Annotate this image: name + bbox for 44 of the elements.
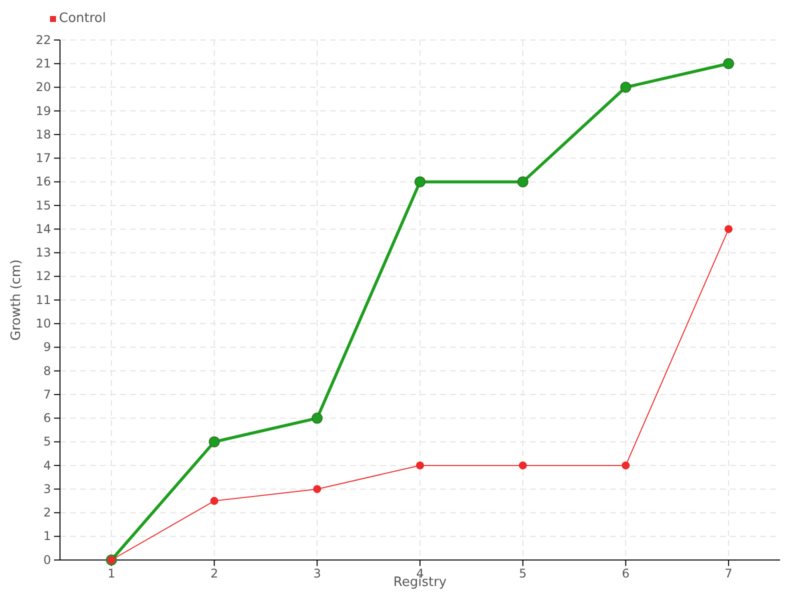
point xyxy=(313,485,322,494)
point xyxy=(210,496,218,505)
y-tick-label: 2 xyxy=(43,506,51,520)
point xyxy=(518,461,527,470)
y-tick-label: 4 xyxy=(43,458,51,472)
point xyxy=(517,176,528,188)
y-tick-label: 10 xyxy=(36,316,51,330)
y-tick-label: 7 xyxy=(43,387,51,402)
y-tick-label: 14 xyxy=(36,222,51,236)
y-tick-label: 16 xyxy=(36,174,51,189)
x-tick-label: 6 xyxy=(622,566,630,581)
y-tick-label: 0 xyxy=(43,552,51,567)
y-tick-label: 3 xyxy=(43,482,51,496)
y-tick-label: 8 xyxy=(43,364,51,378)
y-axis-title: Growth (cm) xyxy=(9,259,24,341)
x-axis-title: Registry xyxy=(393,575,447,590)
point xyxy=(208,436,220,448)
legend-label: Control xyxy=(59,11,106,26)
y-tick-label: 19 xyxy=(36,104,51,118)
point xyxy=(724,225,733,234)
point xyxy=(414,176,426,188)
x-tick-label: 2 xyxy=(210,566,218,581)
y-tick-label: 13 xyxy=(36,246,51,260)
x-tick-label: 5 xyxy=(519,566,527,581)
y-tick-label: 17 xyxy=(36,151,51,166)
y-tick-label: 5 xyxy=(43,434,51,449)
x-tick-label: 7 xyxy=(724,566,732,581)
x-tick-label: 1 xyxy=(108,566,116,581)
y-tick-label: 21 xyxy=(36,56,51,70)
y-tick-label: 9 xyxy=(43,340,51,354)
point xyxy=(312,412,323,424)
point xyxy=(622,461,630,470)
y-tick-label: 12 xyxy=(36,269,51,284)
y-tick-label: 1 xyxy=(43,529,51,544)
y-tick-label: 15 xyxy=(36,198,51,212)
y-tick-label: 20 xyxy=(36,80,51,94)
y-tick-label: 22 xyxy=(36,32,51,47)
point xyxy=(416,461,424,470)
x-tick-label: 3 xyxy=(313,566,321,581)
point xyxy=(620,82,632,93)
y-tick-label: 18 xyxy=(36,127,51,142)
point xyxy=(723,58,734,70)
y-tick-label: 6 xyxy=(43,411,51,426)
y-tick-label: 11 xyxy=(36,292,51,307)
